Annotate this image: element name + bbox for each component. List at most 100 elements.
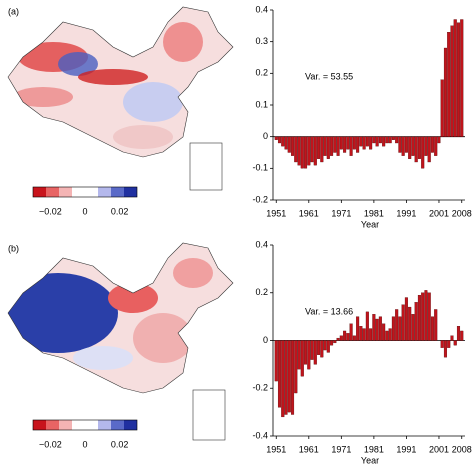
x-axis-label: Year	[361, 219, 379, 229]
x-tick-label: 1951	[266, 444, 286, 454]
bar	[277, 340, 282, 408]
bar	[398, 316, 402, 341]
bar	[460, 330, 464, 341]
bar	[326, 136, 330, 159]
bar	[388, 328, 392, 341]
y-tick-label: 0.4	[255, 4, 268, 14]
colorbar-tick-label: −0.02	[39, 206, 62, 216]
bar	[317, 136, 321, 159]
x-tick-label: 2008	[452, 208, 472, 218]
bar	[343, 330, 347, 341]
bar	[408, 306, 412, 341]
bar	[440, 79, 444, 137]
bar	[352, 335, 356, 341]
bar	[346, 136, 350, 150]
bar	[417, 294, 421, 341]
y-tick-label: 0.4	[255, 239, 268, 249]
panel-label: (b)	[8, 243, 19, 253]
bar	[304, 340, 308, 365]
bar	[372, 136, 376, 144]
bar	[450, 335, 454, 341]
bar	[375, 318, 379, 341]
bar	[385, 330, 389, 341]
y-tick-label: 0	[263, 335, 268, 345]
y-tick-label: -0.1	[252, 163, 268, 173]
bar	[287, 136, 291, 153]
y-tick-label: 0	[263, 131, 268, 141]
bar	[336, 337, 340, 341]
bar	[365, 311, 369, 341]
bar	[336, 136, 340, 156]
x-tick-label: 1971	[331, 208, 351, 218]
colorbar	[32, 419, 138, 431]
inset-a	[189, 142, 223, 191]
bar	[330, 136, 334, 156]
bar	[359, 326, 363, 341]
bar	[434, 309, 438, 341]
bar	[323, 136, 327, 156]
inset-b	[192, 389, 226, 441]
bar	[349, 323, 353, 341]
bar	[395, 309, 399, 341]
bar	[424, 136, 428, 156]
bar	[297, 136, 301, 166]
bar	[421, 136, 425, 169]
bar	[427, 136, 431, 163]
colorbar-tick-label: −0.02	[39, 439, 62, 449]
bar	[356, 316, 360, 341]
bar	[310, 136, 314, 163]
bar	[401, 304, 405, 341]
bar	[304, 136, 308, 169]
bar	[443, 47, 448, 137]
y-tick-label: -0.2	[252, 383, 268, 393]
bar	[385, 136, 389, 144]
x-tick-label: 2001	[429, 208, 449, 218]
x-tick-label: 1951	[266, 208, 286, 218]
bar	[323, 340, 327, 351]
bar	[421, 292, 425, 341]
x-tick-label: 1961	[299, 208, 319, 218]
bar	[281, 340, 285, 418]
x-axis-label: Year	[361, 455, 379, 465]
bar	[294, 136, 298, 163]
bar	[281, 136, 285, 147]
bar	[274, 340, 278, 382]
bar	[453, 19, 457, 137]
annotation: Var. = 53.55	[305, 71, 353, 81]
bar	[443, 340, 448, 358]
y-tick-label: 0.2	[255, 68, 268, 78]
bar	[365, 136, 369, 147]
x-tick-label: 1981	[364, 208, 384, 218]
bar	[430, 316, 434, 341]
bar	[317, 340, 321, 355]
bar	[391, 136, 395, 140]
bar	[326, 340, 330, 353]
y-tick-label: 0.2	[255, 287, 268, 297]
bar	[378, 316, 382, 341]
y-tick-label: 0.1	[255, 99, 268, 109]
bar	[333, 136, 337, 153]
map-b	[7, 242, 234, 394]
y-tick-label: -0.2	[252, 194, 268, 204]
bar	[277, 136, 282, 144]
colorbar-tick-label: 0.02	[111, 439, 129, 449]
bar	[274, 136, 278, 140]
bar	[294, 340, 298, 394]
map-a	[7, 6, 234, 158]
annotation: Var. = 13.66	[305, 306, 353, 316]
bar	[434, 136, 438, 156]
bar	[427, 292, 431, 341]
bar	[369, 136, 373, 150]
bar	[356, 136, 360, 153]
bar	[401, 136, 405, 156]
y-tick-label: 0.3	[255, 36, 268, 46]
bar	[307, 136, 311, 166]
bar	[310, 340, 314, 360]
bar	[290, 340, 295, 415]
x-tick-label: 1971	[331, 444, 351, 454]
bar	[359, 136, 363, 147]
bar	[417, 136, 421, 159]
bar	[362, 136, 366, 150]
bar	[313, 340, 317, 365]
bar	[333, 340, 337, 344]
